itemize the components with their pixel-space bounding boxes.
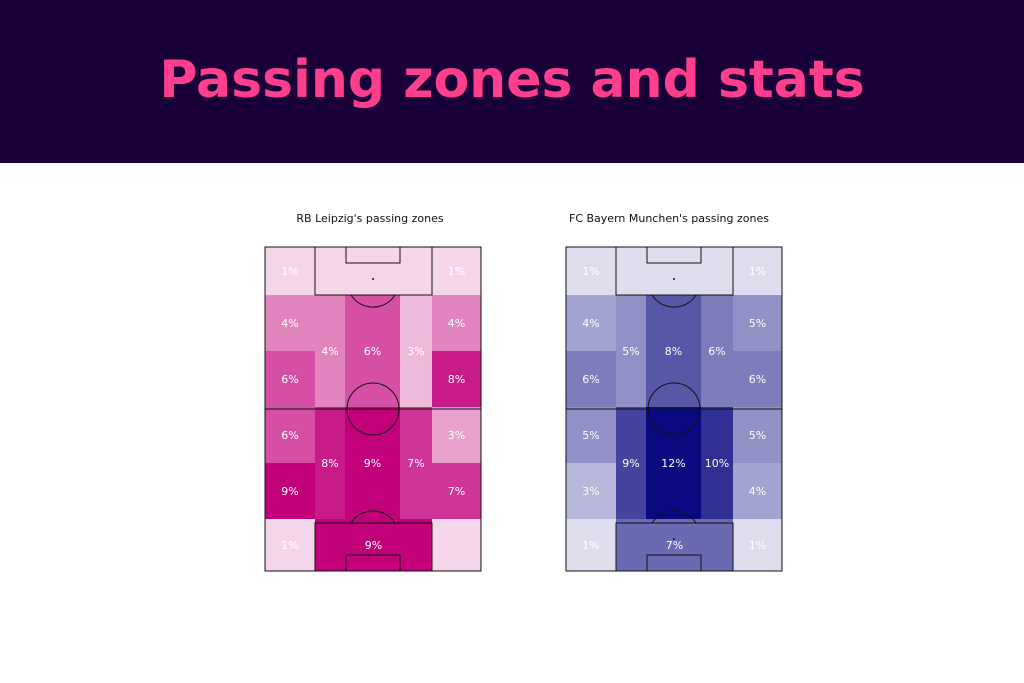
zone-label-lower-left-a: 6% [281, 429, 298, 442]
passing-zones-pitch-leipzig: 1% 1% 4% 6% 4% 6% 3% 4% 8% 6% 9% 8% 9% 7% 3% 7% 1% 9% [264, 246, 482, 572]
chart-title-bayern: FC Bayern Munchen's passing zones [569, 212, 769, 225]
page-title: Passing zones and stats [159, 50, 865, 110]
zone-cell-lower-left-b [566, 463, 616, 519]
zone-cell-lower-inner-left [315, 407, 345, 519]
zone-cell-upper-right-b [432, 351, 481, 407]
zone-label-lower-right-b: 7% [448, 485, 465, 498]
zone-label-lower-inner-left: 8% [321, 457, 338, 470]
zone-label-bottom-box: 9% [365, 539, 382, 552]
zone-cell-top-left [265, 247, 315, 295]
zone-label-lower-left-a: 5% [582, 429, 599, 442]
zone-label-upper-left-a: 4% [582, 317, 599, 330]
zone-label-bottom-left: 1% [281, 539, 298, 552]
zone-label-upper-inner-right: 3% [407, 345, 424, 358]
zone-cell-lower-right-a [733, 407, 782, 463]
bottom-six-yard-box [646, 554, 702, 572]
zone-label-upper-center: 8% [665, 345, 682, 358]
zone-cell-upper-left-b [566, 351, 616, 407]
zone-cell-upper-left-a [265, 295, 315, 351]
zone-cell-bottom-left [566, 519, 616, 571]
zone-cell-lower-right-b [733, 463, 782, 519]
zone-cell-upper-center [345, 295, 400, 407]
zone-cell-lower-inner-right [701, 407, 733, 519]
zone-label-upper-right-b: 8% [448, 373, 465, 386]
top-penalty-arc [350, 294, 396, 308]
zone-label-bottom-box: 7% [666, 539, 683, 552]
passing-zones-pitch-bayern: 1% 1% 4% 6% 5% 8% 6% 5% 6% 5% 3% 9% 12% 10% 5% 4% 1% 7% 1% [565, 246, 783, 572]
chart-title-leipzig: RB Leipzig's passing zones [296, 212, 444, 225]
top-six-yard-box [646, 246, 702, 264]
zone-cell-top-left [566, 247, 616, 295]
zone-label-upper-center: 6% [364, 345, 381, 358]
zone-label-upper-right-a: 4% [448, 317, 465, 330]
zone-label-lower-right-a: 3% [448, 429, 465, 442]
zone-label-bottom-right: 1% [749, 539, 766, 552]
zone-cell-top-right [432, 247, 481, 295]
bottom-penalty-spot [673, 538, 675, 540]
zone-label-bottom-left: 1% [582, 539, 599, 552]
zone-label-top-right: 1% [448, 265, 465, 278]
zone-cell-lower-right-a [432, 407, 481, 463]
zone-cell-top-box [315, 247, 432, 295]
zone-label-lower-inner-right: 10% [705, 457, 729, 470]
zone-cell-bottom-right [733, 519, 782, 571]
zone-label-upper-inner-left: 4% [321, 345, 338, 358]
zone-label-top-left: 1% [582, 265, 599, 278]
zone-cell-bottom-box [315, 519, 432, 571]
zone-label-upper-left-b: 6% [582, 373, 599, 386]
zone-cell-upper-right-b [733, 351, 782, 407]
zone-label-upper-inner-right: 6% [708, 345, 725, 358]
zone-cell-lower-right-b [432, 463, 481, 519]
zone-cell-upper-inner-right [400, 295, 432, 407]
zone-cell-upper-right-a [733, 295, 782, 351]
zone-label-lower-center: 12% [661, 457, 685, 470]
zone-cell-lower-left-a [566, 407, 616, 463]
zone-label-lower-right-a: 5% [749, 429, 766, 442]
bottom-six-yard-box [345, 554, 401, 572]
top-penalty-spot [673, 278, 675, 280]
bottom-penalty-arc [350, 510, 396, 524]
zone-cell-top-right [733, 247, 782, 295]
zone-cell-bottom-box [616, 519, 733, 571]
zone-cell-bottom-left [265, 519, 315, 571]
zone-label-upper-right-b: 6% [749, 373, 766, 386]
top-penalty-arc [651, 294, 697, 308]
zone-cell-lower-center [345, 407, 400, 519]
center-circle [647, 382, 701, 436]
zone-label-upper-right-a: 5% [749, 317, 766, 330]
zone-cell-bottom-right [432, 519, 481, 571]
zone-cell-upper-left-a [566, 295, 616, 351]
zone-cell-lower-inner-left [616, 407, 646, 519]
zone-cell-lower-left-b [265, 463, 315, 519]
zone-cell-upper-inner-left [315, 295, 345, 407]
zone-label-lower-inner-left: 9% [622, 457, 639, 470]
zone-cell-upper-left-b [265, 351, 315, 407]
top-penalty-spot [372, 278, 374, 280]
zone-cell-upper-center [646, 295, 701, 407]
zone-cell-lower-left-a [265, 407, 315, 463]
zone-label-lower-left-b: 9% [281, 485, 298, 498]
zone-label-lower-center: 9% [364, 457, 381, 470]
zone-label-lower-inner-right: 7% [407, 457, 424, 470]
zone-label-top-right: 1% [749, 265, 766, 278]
zone-cell-upper-inner-left [616, 295, 646, 407]
zone-label-lower-right-b: 4% [749, 485, 766, 498]
zone-cell-upper-inner-right [701, 295, 733, 407]
zone-label-lower-left-b: 3% [582, 485, 599, 498]
bottom-penalty-arc [651, 510, 697, 524]
zone-label-top-left: 1% [281, 265, 298, 278]
zone-label-upper-left-b: 6% [281, 373, 298, 386]
zone-label-upper-inner-left: 5% [622, 345, 639, 358]
center-circle [346, 382, 400, 436]
zone-label-upper-left-a: 4% [281, 317, 298, 330]
zone-cell-top-box [616, 247, 733, 295]
zone-cell-lower-inner-right [400, 407, 432, 519]
header-banner [0, 0, 1024, 163]
zone-cell-lower-center [646, 407, 701, 519]
top-six-yard-box [345, 246, 401, 264]
zone-cell-upper-right-a [432, 295, 481, 351]
bottom-penalty-spot [372, 538, 374, 540]
